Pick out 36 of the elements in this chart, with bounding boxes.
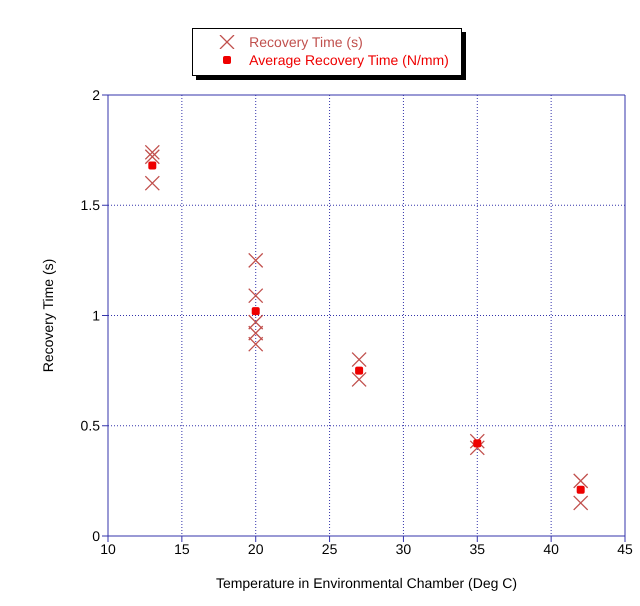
point xyxy=(573,495,588,511)
x-tick-label: 45 xyxy=(617,540,633,557)
point xyxy=(144,149,160,164)
point xyxy=(248,252,264,268)
legend-label: Average Recovery Time (N/mm) xyxy=(249,52,449,68)
point xyxy=(351,372,367,388)
point xyxy=(473,439,482,448)
x-tick-label: 10 xyxy=(100,540,116,557)
point xyxy=(144,144,160,160)
point xyxy=(573,473,588,489)
point xyxy=(351,352,367,368)
x-tick-label: 30 xyxy=(396,540,412,557)
x-tick-label: 35 xyxy=(469,540,486,557)
x-tick-label: 20 xyxy=(248,540,264,557)
point xyxy=(248,288,264,304)
point xyxy=(470,434,485,449)
x-tick-label: 25 xyxy=(322,540,338,557)
y-tick-label: 1.5 xyxy=(80,197,100,214)
x-tick-label: 15 xyxy=(174,540,190,557)
x-tick-label: 40 xyxy=(543,540,560,557)
y-axis-title: Recovery Time (s) xyxy=(40,258,56,372)
point xyxy=(355,366,364,375)
point xyxy=(470,440,485,456)
x-axis-title: Temperature in Environmental Chamber (Deg C) xyxy=(216,575,518,591)
point xyxy=(248,325,264,341)
point xyxy=(252,307,260,316)
legend-label: Recovery Time (s) xyxy=(249,34,363,50)
y-tick-label: 1 xyxy=(92,307,100,324)
point xyxy=(144,176,160,191)
y-tick-label: 2 xyxy=(92,86,100,103)
point xyxy=(248,314,264,330)
y-tick-label: 0 xyxy=(92,528,100,544)
point xyxy=(148,162,156,170)
y-tick-label: 0.5 xyxy=(80,418,100,434)
point xyxy=(576,486,585,494)
point xyxy=(248,336,264,352)
